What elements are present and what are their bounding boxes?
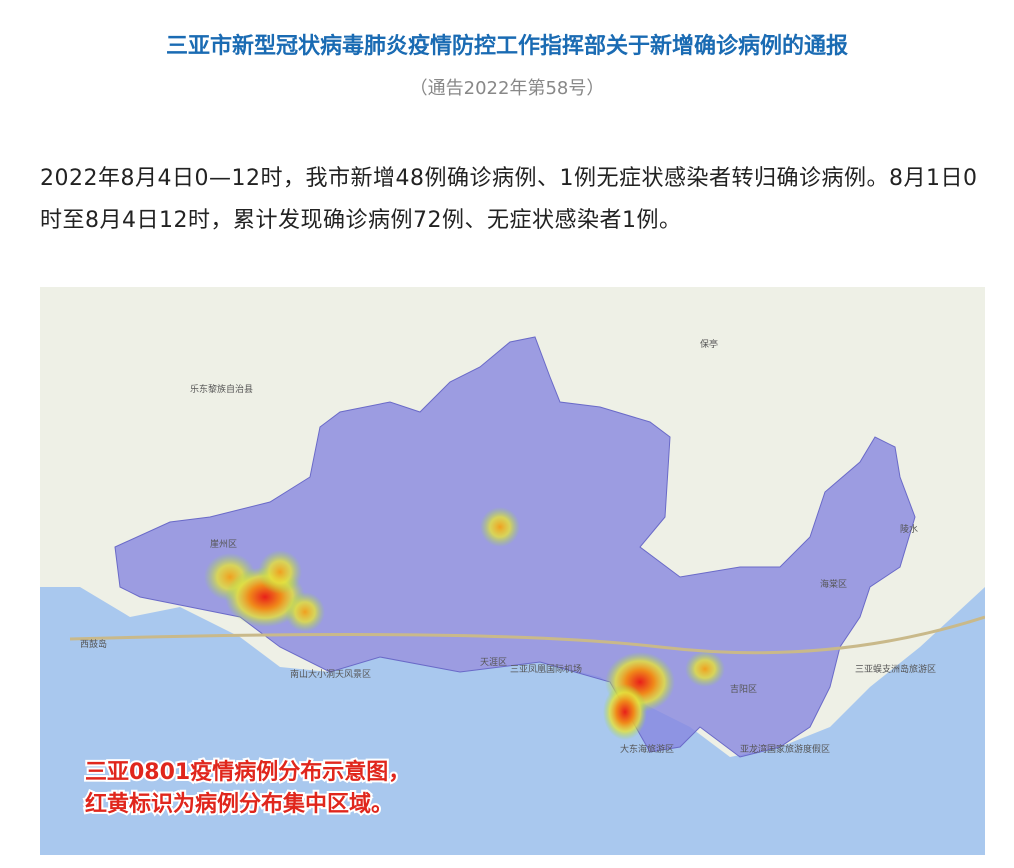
heat-spot: [258, 550, 302, 594]
map-label: 亚龙湾国家旅游度假区: [740, 743, 830, 755]
heat-spot: [603, 684, 647, 740]
paragraph: 2022年8月4日0—12时，我市新增48例确诊病例、1例无症状感染者转归确诊病…: [40, 166, 978, 233]
title: 三亚市新型冠状病毒肺炎疫情防控工作指挥部关于新增确诊病例的通报: [165, 34, 848, 59]
map-label: 海棠区: [820, 578, 847, 590]
map-label: 崖州区: [210, 539, 237, 550]
map-label: 三亚凤凰国际机场: [510, 663, 582, 675]
heat-spot: [480, 507, 520, 547]
map-label: 保亭: [700, 338, 718, 350]
map-label: 天涯区: [480, 657, 507, 668]
sea: [40, 587, 985, 855]
map-caption: 三亚0801疫情病例分布示意图，: [85, 759, 410, 785]
map-label: 西鼓岛: [80, 638, 107, 650]
map-label: 大东海旅游区: [620, 743, 674, 755]
map-label: 陵水: [900, 523, 918, 535]
heat-spot: [285, 592, 325, 632]
map-label: 吉阳区: [730, 684, 757, 695]
subtitle: （通告2022年第58号）: [409, 78, 605, 99]
road: [69, 615, 985, 655]
map-caption: 红黄标识为病例分布集中区域。: [85, 791, 393, 817]
heat-spot: [685, 651, 725, 687]
map-label: 南山大小洞天风景区: [290, 668, 371, 680]
map-label: 乐东黎族自治县: [190, 383, 253, 395]
map-label: 三亚蜈支洲岛旅游区: [855, 663, 936, 675]
